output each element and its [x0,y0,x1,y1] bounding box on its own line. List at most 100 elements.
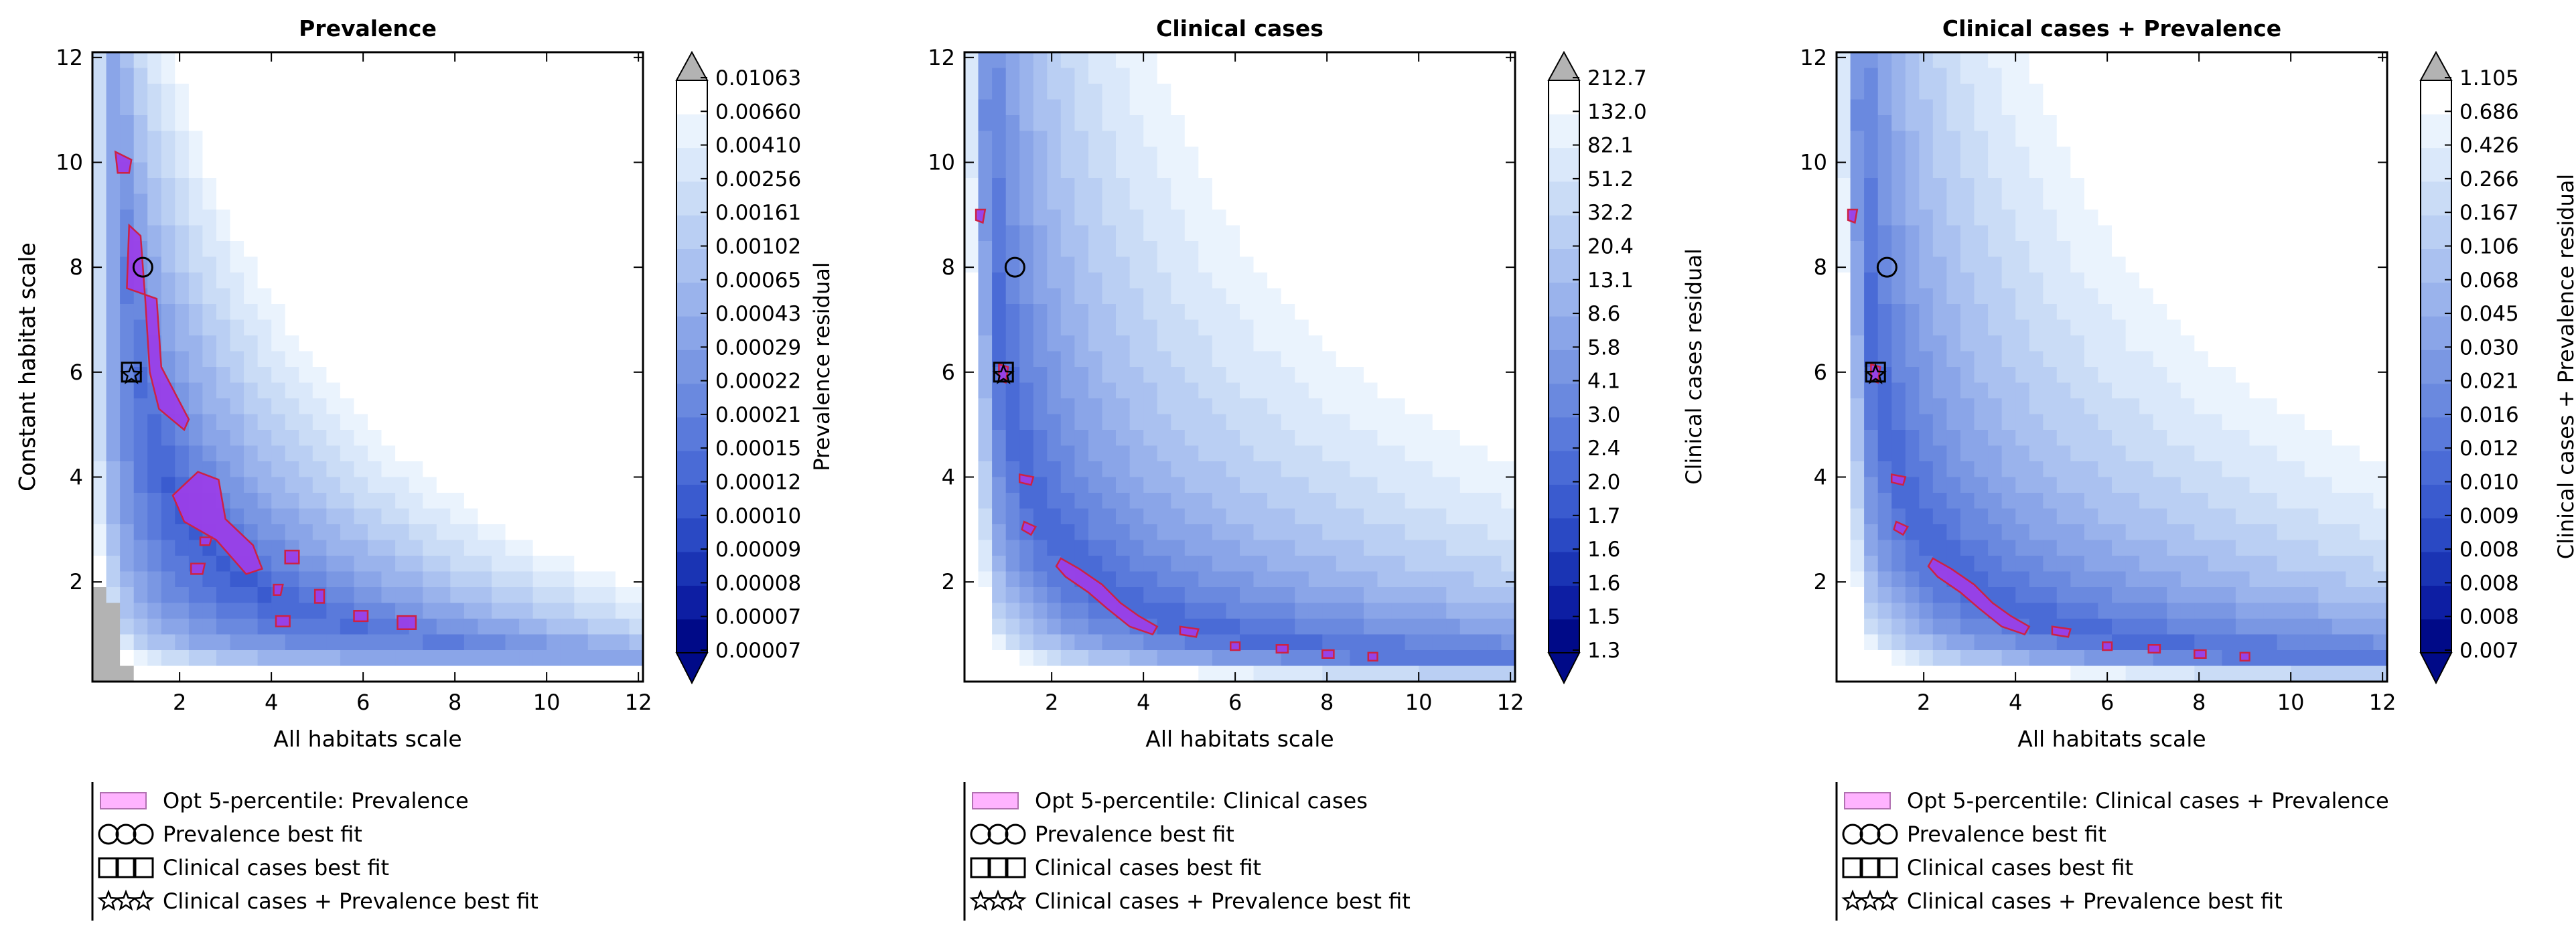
x-tick-label: 10 [533,690,561,715]
opt-5-percentile-region [397,615,417,630]
colorbar-segment [676,114,707,149]
colorbar-segment [1549,316,1579,350]
chart-title: Clinical cases + Prevalence [1942,15,2281,42]
legend: Opt 5-percentile: Prevalence Prevalence b… [91,782,539,921]
colorbar-frame [1548,80,1580,653]
colorbar-tick-label: 5.8 [1587,335,1620,360]
chart-title: Clinical cases [1156,15,1323,42]
opt-5-percentile-region [1847,208,1859,224]
colorbar-segment [2421,619,2451,653]
colorbar-segment [676,248,707,283]
y-tick-label: 8 [1814,254,1827,280]
colorbar-segment [2421,383,2451,418]
colorbar-segment [2421,349,2451,384]
colorbar-segment [1549,619,1579,653]
chart-title: Prevalence [299,15,437,42]
legend-label: Prevalence best fit [163,822,362,847]
legend-square-marker [970,857,991,878]
legend-star-marker [1859,889,1881,911]
y-tick-label: 2 [70,569,83,595]
colorbar-tick-label: 212.7 [1587,66,1647,90]
x-axis-label: All habitats scale [1145,726,1334,752]
y-tick-label: 6 [70,360,83,385]
y-tick-label: 12 [56,45,83,70]
legend-label: Opt 5-percentile: Prevalence [163,788,469,813]
colorbar-segment [676,451,707,485]
legend: Opt 5-percentile: Clinical cases Prevalen… [963,782,1411,921]
colorbar-segment [676,147,707,182]
legend-label: Clinical cases + Prevalence best fit [163,888,539,914]
legend: Opt 5-percentile: Clinical cases + Preva… [1835,782,2389,921]
colorbar-segment [1549,585,1579,620]
opt-5-percentile-region [1927,557,2031,636]
colorbar-tick-label: 0.030 [2459,335,2519,360]
colorbar-segment [2421,552,2451,586]
plot-frame [963,51,1516,683]
colorbar-segment [676,215,707,249]
legend-square-marker [1877,857,1898,878]
colorbar-over-arrow [1547,50,1581,81]
plot-frame [91,51,644,683]
x-tick-label: 2 [1045,690,1058,715]
colorbar-tick-label: 0.00021 [715,403,801,427]
legend-label: Clinical cases + Prevalence best fit [1035,888,1411,914]
legend-label: Clinical cases best fit [1907,855,2133,880]
colorbar-tick-label: 0.00029 [715,335,801,360]
opt-5-percentile-region [1367,651,1378,661]
colorbar-under-arrow [675,652,709,685]
colorbar-segment [676,484,707,519]
colorbar-segment [2421,518,2451,552]
colorbar-segment [1549,484,1579,519]
y-tick-label: 6 [1814,360,1827,385]
colorbar-tick-label: 0.00022 [715,370,801,394]
opt-5-percentile-region [1021,520,1037,536]
combined-best-fit-marker [992,363,1015,384]
chart-panel-1: 2 4 6 8 10 12 2 4 6 8 10 12 Prevalence All habitats s… [14,15,835,921]
x-tick-label: 8 [448,690,461,715]
colorbar-segment [1549,80,1579,114]
legend-label: Clinical cases best fit [1035,855,1261,880]
opt-5-percentile-region [1321,649,1335,659]
x-tick-label: 6 [356,690,370,715]
prevalence-best-fit-marker [1876,256,1898,278]
colorbar-tick-label: 0.00012 [715,471,801,495]
opt-5-percentile-region [2102,641,2113,651]
legend-square-marker [987,857,1009,878]
colorbar-tick-label: 0.010 [2459,471,2519,495]
colorbar-tick-label: 0.00256 [715,167,801,191]
colorbar-tick-label: 0.00043 [715,302,801,326]
colorbar-segment [1549,552,1579,586]
legend-circle-marker [98,824,119,845]
plot-frame [1835,51,2388,683]
colorbar-tick-label: 0.00008 [715,571,801,595]
legend-circle-marker [1005,824,1026,845]
x-tick-label: 6 [1228,690,1242,715]
y-tick-label: 8 [942,254,955,280]
opt-5-percentile-region [2194,649,2207,659]
colorbar-tick-label: 0.00010 [715,504,801,528]
legend-label: Prevalence best fit [1907,822,2106,847]
colorbar-tick-label: 0.106 [2459,234,2519,258]
legend-patch [100,792,147,809]
opt-5-percentile-region [1893,520,1909,536]
legend-label: Prevalence best fit [1035,822,1234,847]
x-tick-label: 4 [265,690,278,715]
opt-5-percentile-region [273,583,284,597]
legend-label: Clinical cases + Prevalence best fit [1907,888,2283,914]
legend-circle-marker [1842,824,1863,845]
opt-5-percentile-region [1018,473,1035,486]
colorbar-segment [2421,451,2451,485]
colorbar-tick-label: 132.0 [1587,100,1647,124]
colorbar-segment [1549,215,1579,249]
y-tick-label: 4 [70,465,83,490]
colorbar-label: Clinical cases residual [1681,248,1707,485]
colorbar-segment [2421,80,2451,114]
colorbar-tick-label: 1.6 [1587,538,1620,562]
prevalence-best-fit-marker [132,256,153,278]
colorbar-tick-label: 13.1 [1587,268,1634,293]
y-axis-label: Constant habitat scale [14,242,40,491]
colorbar-tick-label: 2.4 [1587,437,1620,461]
x-tick-label: 8 [1320,690,1334,715]
contour-field [1837,52,2387,682]
